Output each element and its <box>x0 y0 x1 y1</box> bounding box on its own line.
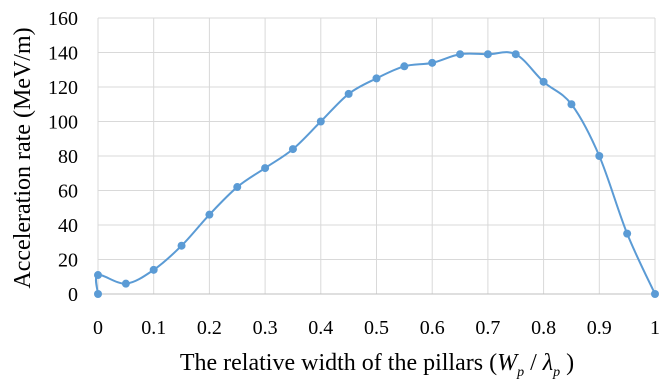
data-point <box>233 183 242 192</box>
y-tick-label: 140 <box>48 43 78 65</box>
data-point <box>539 77 548 86</box>
x-axis-title-slash: / <box>524 350 543 376</box>
y-axis-title: Acceleration rate (MeV/m) <box>10 27 36 288</box>
y-tick-label: 100 <box>48 112 78 134</box>
x-tick-label: 0.4 <box>308 317 333 339</box>
x-axis-title-prefix: The relative width of the pillars ( <box>180 350 497 376</box>
grid-layer <box>97 17 656 294</box>
data-point <box>400 62 409 71</box>
series-line <box>94 51 656 295</box>
series-layer <box>94 51 656 295</box>
x-tick-label: 0.5 <box>364 317 389 339</box>
x-tick-label: 1 <box>650 317 660 339</box>
data-point <box>344 89 353 98</box>
data-point <box>94 271 102 280</box>
points-layer <box>94 50 659 298</box>
x-tick-label: 0.8 <box>531 317 556 339</box>
x-axis-title: The relative width of the pillars (Wp / … <box>180 350 574 380</box>
y-tick-label: 0 <box>68 284 78 306</box>
x-tick-label: 0.7 <box>475 317 500 339</box>
x-tick-label: 0.1 <box>141 317 166 339</box>
data-point <box>121 279 130 288</box>
data-point <box>205 210 214 219</box>
data-point <box>372 74 381 83</box>
x-tick-label: 0.3 <box>253 317 278 339</box>
y-tick-label: 80 <box>58 146 78 168</box>
label-layer: 0 20 40 60 80 100 120 140 160 0 0.1 0.2 0.3 0.4 0.5 0.6… <box>48 8 660 339</box>
x-tick-label: 0.6 <box>420 317 445 339</box>
y-tick-label: 20 <box>58 250 78 272</box>
data-point <box>567 100 576 109</box>
data-point <box>261 164 270 173</box>
data-point <box>483 50 492 59</box>
x-axis-title-suffix: ) <box>560 350 574 376</box>
data-point <box>177 241 186 250</box>
data-point <box>456 50 465 59</box>
x-tick-label: 0.9 <box>587 317 612 339</box>
data-point <box>149 265 158 274</box>
data-point <box>288 145 297 154</box>
y-tick-label: 120 <box>48 77 78 99</box>
y-tick-label: 40 <box>58 215 78 237</box>
x-tick-label: 0 <box>93 317 103 339</box>
x-tick-label: 0.2 <box>197 317 222 339</box>
data-point <box>428 58 437 67</box>
x-axis-title-w-sub: p <box>516 365 524 380</box>
y-tick-label: 160 <box>48 8 78 30</box>
data-point <box>595 152 604 160</box>
data-point <box>651 290 659 298</box>
x-axis-title-w: W <box>497 350 519 376</box>
data-point <box>623 229 632 238</box>
data-point <box>511 50 520 59</box>
data-point <box>316 117 325 126</box>
data-point <box>94 290 102 298</box>
y-tick-label: 60 <box>58 181 78 203</box>
x-axis-title-lambda: λ <box>542 350 553 376</box>
x-axis-title-lambda-sub: p <box>552 365 560 380</box>
